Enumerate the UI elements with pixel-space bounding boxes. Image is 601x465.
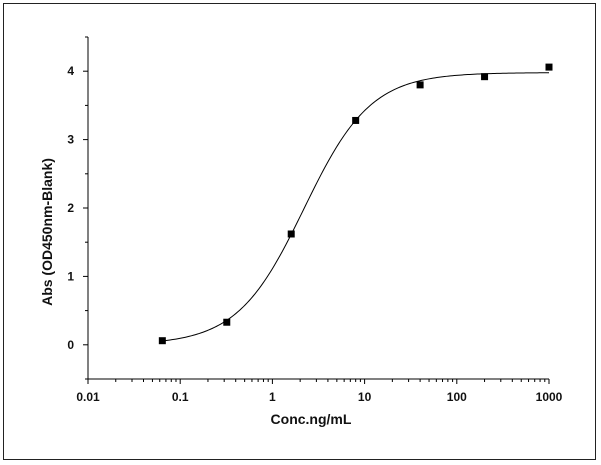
data-point <box>352 116 360 124</box>
y-tick-label: 3 <box>67 133 74 147</box>
data-points <box>158 63 553 345</box>
data-point <box>158 337 166 345</box>
x-tick-label: 10 <box>358 390 372 404</box>
data-point <box>545 63 553 71</box>
fit-curve <box>162 72 550 342</box>
data-point <box>223 318 231 326</box>
x-tick-label: 0.1 <box>172 390 189 404</box>
data-point <box>287 230 295 238</box>
chart-frame <box>3 3 596 460</box>
x-axis-title: Conc.ng/mL <box>271 411 352 427</box>
x-tick-label: 1 <box>269 390 276 404</box>
y-axis-title: Abs (OD450nm-Blank) <box>39 158 55 306</box>
axes: 0 1 2 3 4 0.01 0.1 1 10 100 1000 <box>67 36 563 404</box>
data-point <box>481 73 489 81</box>
x-tick-label: 0.01 <box>76 390 100 404</box>
y-tick-label: 2 <box>67 201 74 215</box>
x-tick-label: 100 <box>447 390 467 404</box>
y-tick-label: 1 <box>67 269 74 283</box>
fit-curve-layer <box>162 72 550 342</box>
data-point <box>416 81 424 89</box>
y-tick-label: 0 <box>67 338 74 352</box>
x-tick-label: 1000 <box>536 390 563 404</box>
y-tick-label: 4 <box>67 64 74 78</box>
